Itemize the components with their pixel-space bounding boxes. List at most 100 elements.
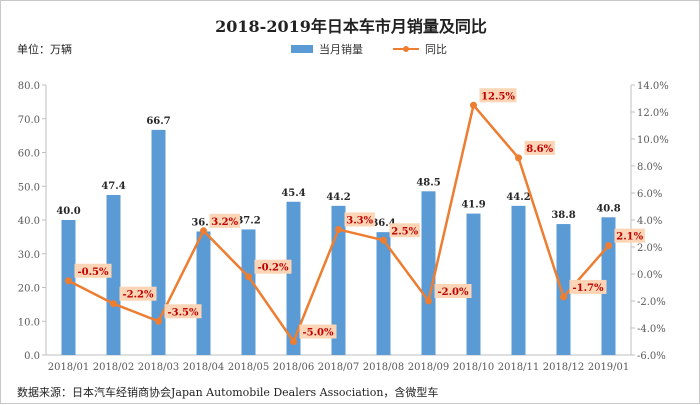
yoy-value-label: 2.5%	[391, 226, 418, 237]
y-right-tick-label: 14.0%	[637, 81, 669, 92]
x-tick-label: 2018/06	[273, 362, 315, 373]
bar	[196, 231, 211, 355]
y-right-tick-label: 8.0%	[637, 162, 662, 173]
yoy-label-bg	[344, 212, 375, 227]
yoy-point	[200, 227, 207, 235]
y-left-tick-label: 40.0	[18, 216, 40, 227]
bar-value-label: 45.4	[281, 188, 305, 199]
yoy-point	[380, 236, 387, 244]
bar-value-label: 40.8	[596, 203, 620, 214]
yoy-value-label: -2.2%	[122, 290, 154, 301]
y-left-tick-label: 10.0	[18, 317, 40, 328]
y-left-tick-label: 60.0	[18, 149, 40, 160]
yoy-point	[560, 293, 567, 301]
y-left-tick-label: 30.0	[18, 250, 40, 261]
bar-value-label: 66.7	[146, 116, 170, 127]
yoy-value-label: -0.5%	[77, 267, 109, 278]
y-right-tick-label: -2.0%	[637, 297, 666, 308]
yoy-point	[290, 338, 297, 345]
bar-value-label: 44.2	[326, 192, 350, 203]
yoy-value-label: -5.0%	[302, 328, 334, 339]
bar-value-label: 47.4	[101, 181, 125, 192]
yoy-label-bg	[434, 284, 472, 298]
y-right-tick-label: 6.0%	[637, 189, 662, 200]
yoy-label-bg	[74, 263, 112, 278]
bar	[286, 201, 301, 355]
x-tick-label: 2018/08	[363, 362, 405, 373]
x-tick-label: 2019/01	[588, 362, 630, 373]
yoy-value-label: -0.2%	[257, 263, 289, 274]
yoy-point	[110, 300, 117, 308]
x-tick-label: 2018/01	[48, 362, 90, 373]
y-left-tick-label: 20.0	[18, 284, 40, 295]
legend-bar-swatch	[291, 45, 313, 53]
y-left-tick-label: 80.0	[18, 81, 40, 92]
yoy-label-bg	[254, 259, 292, 274]
y-left-tick-label: 70.0	[18, 115, 40, 126]
yoy-label-bg	[569, 279, 607, 294]
bar	[241, 229, 256, 355]
x-tick-label: 2018/10	[453, 362, 495, 373]
yoy-value-label: 3.3%	[346, 215, 373, 226]
y-right-tick-label: 0.0%	[637, 270, 662, 281]
yoy-value-label: -2.0%	[437, 287, 469, 298]
bar-value-label: 38.8	[551, 210, 575, 221]
y-right-tick-label: -6.0%	[637, 351, 666, 362]
y-left-tick-label: 50.0	[18, 182, 40, 193]
x-tick-label: 2018/05	[228, 362, 270, 373]
x-tick-label: 2018/11	[498, 362, 540, 373]
bar-value-label: 36.4	[371, 218, 395, 229]
yoy-label-bg	[479, 88, 517, 103]
yoy-point	[605, 242, 612, 250]
bar	[556, 224, 571, 355]
yoy-point	[470, 101, 477, 109]
bar-value-label: 41.9	[461, 200, 485, 211]
y-right-tick-label: 12.0%	[637, 108, 669, 119]
x-tick-label: 2018/04	[183, 362, 225, 373]
bar	[106, 195, 121, 355]
bar-value-label: 40.0	[56, 206, 80, 217]
source-note: 数据来源：日本汽车经销商协会Japan Automobile Dealers A…	[17, 386, 439, 399]
legend-line-swatch	[393, 46, 419, 52]
yoy-label-bg	[209, 213, 240, 228]
legend-bar-label: 当月销量	[319, 43, 363, 56]
yoy-point	[425, 297, 432, 305]
bar	[61, 220, 76, 355]
y-right-tick-label: 4.0%	[637, 216, 662, 227]
yoy-value-label: -1.7%	[572, 283, 604, 294]
x-tick-label: 2018/02	[93, 362, 135, 373]
yoy-point	[65, 277, 72, 285]
yoy-label-bg	[389, 223, 420, 238]
x-tick-label: 2018/07	[318, 362, 360, 373]
bar	[376, 232, 391, 355]
x-tick-label: 2018/09	[408, 362, 450, 373]
yoy-label-bg	[524, 140, 555, 155]
legend-line-label: 同比	[425, 43, 447, 56]
bar-value-label: 36.6	[191, 217, 215, 228]
bar-value-label: 48.5	[416, 177, 440, 188]
yoy-value-label: 8.6%	[526, 144, 553, 155]
yoy-label-bg	[119, 286, 157, 301]
yoy-label-bg	[299, 324, 337, 339]
yoy-label-bg	[164, 304, 202, 319]
yoy-label-bg	[614, 228, 645, 243]
bar	[511, 205, 526, 355]
unit-label: 单位：万辆	[17, 43, 72, 56]
chart-title: 2018-2019年日本车市月销量及同比	[215, 17, 487, 36]
yoy-point	[335, 225, 342, 233]
x-tick-label: 2018/12	[543, 362, 585, 373]
y-right-tick-label: 10.0%	[637, 135, 669, 146]
y-right-tick-label: -4.0%	[637, 324, 666, 335]
legend: 当月销量 同比	[291, 41, 447, 57]
bar	[331, 205, 346, 355]
yoy-point	[515, 154, 522, 162]
yoy-point	[155, 317, 162, 325]
bar-value-label: 37.2	[236, 215, 260, 226]
yoy-value-label: 12.5%	[481, 91, 515, 102]
yoy-value-label: 3.2%	[211, 217, 238, 228]
bar-value-label: 44.2	[506, 192, 530, 203]
yoy-value-label: -3.5%	[167, 307, 199, 318]
yoy-value-label: 2.1%	[616, 232, 643, 243]
